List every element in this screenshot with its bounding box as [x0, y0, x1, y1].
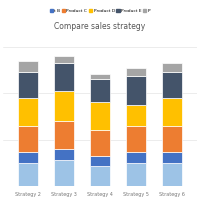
Bar	[90, 79, 110, 102]
Bar	[54, 149, 74, 160]
Bar	[18, 126, 38, 152]
Bar	[90, 130, 110, 156]
Bar	[162, 152, 182, 163]
Bar	[18, 163, 38, 186]
Bar	[126, 76, 146, 105]
Bar	[126, 68, 146, 76]
Bar	[162, 98, 182, 126]
Bar	[54, 160, 74, 186]
Bar	[90, 102, 110, 130]
Bar	[162, 63, 182, 72]
Legend: t B, Product C, Product D, Product E, P: t B, Product C, Product D, Product E, P	[48, 7, 152, 15]
Bar	[90, 156, 110, 166]
Bar	[126, 152, 146, 163]
Bar	[18, 72, 38, 98]
Bar	[126, 105, 146, 126]
Bar	[54, 56, 74, 63]
Bar	[162, 163, 182, 186]
Bar	[54, 121, 74, 149]
Bar	[54, 91, 74, 121]
Bar	[18, 98, 38, 126]
Bar	[18, 61, 38, 72]
Bar	[126, 126, 146, 152]
Bar	[90, 74, 110, 79]
Bar	[90, 166, 110, 186]
Title: Compare sales strategy: Compare sales strategy	[54, 22, 146, 31]
Bar	[162, 72, 182, 98]
Bar	[18, 152, 38, 163]
Bar	[126, 163, 146, 186]
Bar	[54, 63, 74, 91]
Bar	[162, 126, 182, 152]
